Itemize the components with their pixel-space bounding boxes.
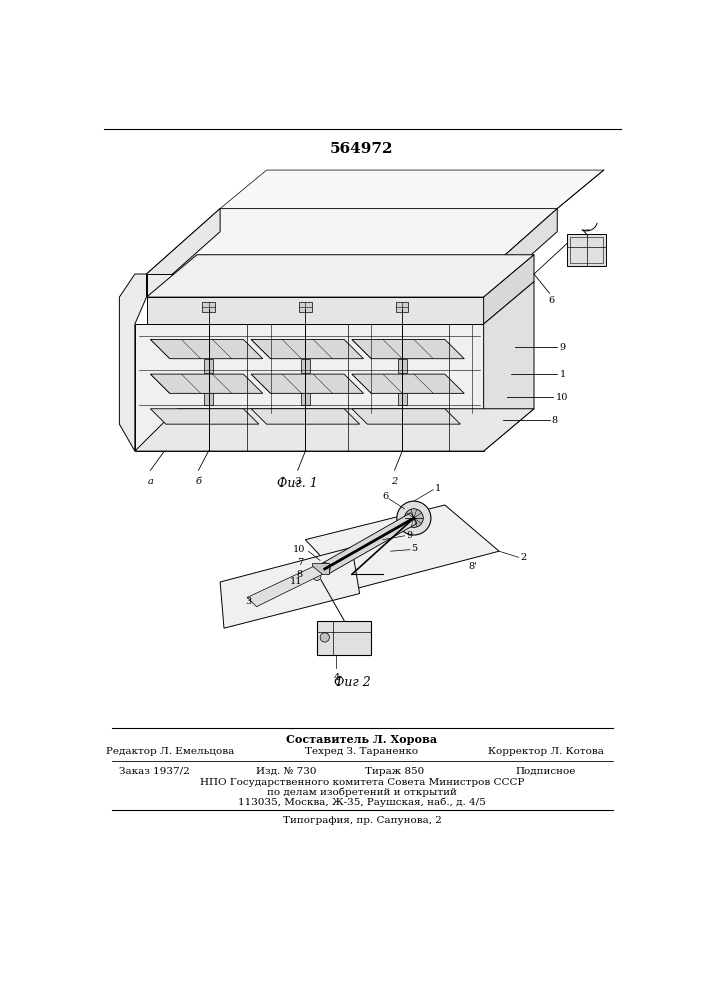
Text: 9: 9 — [559, 343, 566, 352]
Polygon shape — [251, 374, 363, 393]
Text: Составитель Л. Хорова: Составитель Л. Хорова — [286, 734, 438, 745]
Text: 2: 2 — [392, 477, 397, 486]
Polygon shape — [151, 339, 263, 359]
Polygon shape — [251, 339, 363, 359]
Text: 7: 7 — [298, 558, 304, 567]
Text: Типография, пр. Сапунова, 2: Типография, пр. Сапунова, 2 — [283, 816, 441, 825]
Text: 9: 9 — [406, 531, 412, 540]
Polygon shape — [146, 209, 220, 297]
Polygon shape — [146, 209, 557, 274]
Text: 8: 8 — [296, 570, 303, 579]
Text: 10: 10 — [293, 545, 305, 554]
FancyBboxPatch shape — [204, 359, 213, 373]
Text: 564972: 564972 — [330, 142, 394, 156]
Text: 4: 4 — [333, 673, 339, 682]
Text: Заказ 1937/2: Заказ 1937/2 — [119, 767, 189, 776]
Polygon shape — [305, 505, 499, 590]
Text: б: б — [195, 477, 201, 486]
Polygon shape — [251, 409, 360, 424]
FancyBboxPatch shape — [300, 359, 310, 373]
Circle shape — [313, 573, 321, 580]
Polygon shape — [146, 255, 534, 297]
Text: Подписное: Подписное — [515, 767, 575, 776]
Text: 3: 3 — [295, 477, 300, 486]
FancyBboxPatch shape — [299, 302, 312, 312]
Text: НПО Государственного комитета Совета Министров СССР: НПО Государственного комитета Совета Мин… — [200, 778, 524, 787]
FancyBboxPatch shape — [397, 393, 407, 405]
Text: 6: 6 — [382, 492, 388, 501]
Polygon shape — [146, 297, 484, 324]
Text: Корректор Л. Котова: Корректор Л. Котова — [488, 747, 604, 756]
Circle shape — [397, 501, 431, 535]
FancyBboxPatch shape — [300, 393, 310, 405]
Polygon shape — [220, 170, 604, 209]
Polygon shape — [352, 339, 464, 359]
Polygon shape — [247, 567, 322, 607]
Polygon shape — [135, 409, 534, 451]
Circle shape — [404, 509, 423, 527]
Polygon shape — [352, 374, 464, 393]
FancyBboxPatch shape — [396, 302, 409, 312]
Text: 6: 6 — [549, 296, 555, 305]
FancyBboxPatch shape — [317, 620, 371, 655]
Polygon shape — [119, 274, 146, 451]
Polygon shape — [135, 324, 484, 451]
Circle shape — [320, 563, 330, 574]
Text: 8': 8' — [468, 562, 477, 571]
FancyBboxPatch shape — [397, 359, 407, 373]
Text: Фиг. 1: Фиг. 1 — [277, 477, 318, 490]
Polygon shape — [484, 255, 534, 324]
Circle shape — [320, 633, 329, 642]
Polygon shape — [220, 547, 360, 628]
Polygon shape — [151, 374, 263, 393]
Polygon shape — [322, 513, 417, 574]
FancyBboxPatch shape — [312, 563, 329, 574]
Polygon shape — [484, 209, 557, 297]
Text: 1: 1 — [435, 484, 441, 493]
FancyBboxPatch shape — [202, 302, 215, 312]
Text: 2: 2 — [520, 553, 526, 562]
Text: Изд. № 730: Изд. № 730 — [256, 767, 316, 776]
Text: 10: 10 — [556, 393, 568, 402]
Polygon shape — [484, 282, 534, 451]
Text: Тираж 850: Тираж 850 — [365, 767, 424, 776]
Text: Редактор Л. Емельцова: Редактор Л. Емельцова — [105, 747, 234, 756]
Text: 1: 1 — [559, 370, 566, 379]
Text: Техред З. Тараненко: Техред З. Тараненко — [305, 747, 419, 756]
Text: 11: 11 — [290, 578, 303, 586]
Circle shape — [322, 566, 327, 570]
Polygon shape — [567, 234, 606, 266]
Text: а: а — [148, 477, 153, 486]
Text: по делам изобретений и открытий: по делам изобретений и открытий — [267, 787, 457, 797]
Text: Фиг 2: Фиг 2 — [334, 676, 370, 689]
Text: 8: 8 — [552, 416, 558, 425]
Polygon shape — [146, 274, 484, 297]
FancyBboxPatch shape — [204, 393, 213, 405]
Polygon shape — [151, 409, 259, 424]
Polygon shape — [352, 409, 460, 424]
Text: 5: 5 — [411, 544, 418, 553]
Text: 113035, Москва, Ж-35, Раушская, наб., д. 4/5: 113035, Москва, Ж-35, Раушская, наб., д.… — [238, 797, 486, 807]
Text: 3: 3 — [245, 597, 251, 606]
